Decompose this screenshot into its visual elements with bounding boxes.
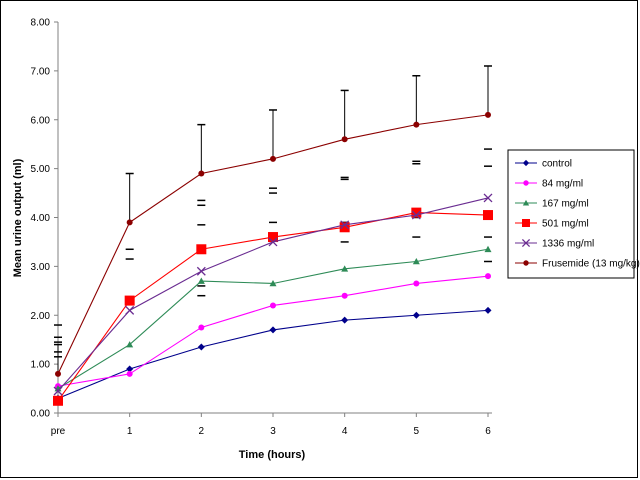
data-point (198, 324, 205, 331)
x-tick-label: 4 (342, 426, 348, 437)
legend-marker (523, 260, 529, 266)
data-point (341, 292, 348, 299)
legend-marker (521, 238, 531, 248)
x-tick-label: 2 (199, 426, 205, 437)
y-tick-label: 5.00 (31, 164, 51, 175)
legend-label: control (542, 159, 572, 170)
data-point (413, 121, 420, 128)
x-tick-label: pre (51, 426, 66, 437)
legend-box (507, 149, 635, 279)
error-bar-group (54, 65, 492, 374)
data-point (483, 193, 493, 203)
data-point (196, 266, 206, 276)
legend-label: 84 mg/ml (542, 179, 583, 190)
legend: control 84 mg/ml 167 mg/ml 501 mg/ml 1336 mg… (507, 149, 640, 279)
data-point (126, 341, 134, 348)
y-tick-label: 3.00 (31, 262, 51, 273)
series-84-mg-ml (55, 273, 491, 390)
data-point (268, 237, 278, 247)
x-tick-label: 3 (270, 426, 276, 437)
series-167-mg-ml (54, 245, 492, 392)
data-point (126, 365, 134, 373)
y-tick-label: 4.00 (31, 213, 51, 224)
data-point (126, 370, 133, 377)
legend-marker (523, 180, 529, 186)
series-frusemide-13-mg-kg- (55, 111, 491, 377)
y-tick-label: 0.00 (31, 409, 51, 420)
data-point-stroke (483, 193, 493, 203)
x-tick-group: pre 1 2 3 4 5 6 (51, 413, 491, 437)
data-point (125, 305, 135, 315)
data-point (270, 302, 276, 309)
x-axis-title: Time (hours) (239, 449, 306, 461)
data-point (197, 343, 205, 351)
series-501-mg-ml (53, 207, 493, 406)
data-point-stroke (268, 237, 278, 247)
legend-label: Frusemide (13 mg/kg) (542, 259, 640, 270)
data-point (196, 244, 207, 255)
y-tick-label: 2.00 (31, 311, 51, 322)
data-point (126, 219, 133, 226)
data-point (412, 257, 420, 265)
y-tick-label: 1.00 (31, 360, 51, 371)
x-tick-label: 1 (127, 426, 133, 437)
series-control (54, 306, 492, 402)
data-point-stroke (196, 266, 206, 276)
data-point-stroke (411, 210, 421, 220)
data-point (268, 232, 278, 243)
data-point (53, 395, 63, 406)
data-point (411, 210, 421, 220)
data-point (124, 295, 135, 306)
data-point (340, 220, 350, 230)
data-point (269, 279, 277, 287)
data-point (341, 136, 348, 143)
data-point (53, 386, 63, 396)
y-tick-label: 7.00 (31, 66, 51, 77)
data-point (197, 277, 205, 284)
series-1336-mg-ml (53, 193, 493, 396)
legend-marker (522, 199, 530, 206)
data-point (339, 222, 350, 233)
data-point (485, 273, 491, 280)
data-point-stroke (53, 386, 63, 396)
data-point (485, 111, 491, 118)
data-point (413, 280, 420, 287)
data-point (411, 207, 422, 218)
data-point (341, 316, 349, 324)
data-point (484, 306, 492, 314)
data-point-stroke (125, 305, 135, 315)
data-point (341, 265, 349, 272)
axes (57, 22, 492, 414)
x-tick-label: 5 (414, 426, 420, 437)
data-point (269, 326, 277, 334)
x-tick-label: 6 (485, 426, 491, 437)
legend-marker (522, 219, 530, 227)
y-axis-title: Mean urine output (ml) (12, 158, 24, 277)
legend-marker (522, 159, 530, 167)
legend-label: 1336 mg/ml (542, 239, 594, 250)
legend-label: 501 mg/ml (542, 219, 589, 230)
data-point (483, 210, 493, 221)
data-point-stroke (521, 238, 531, 248)
series-line (57, 197, 489, 392)
data-point (55, 370, 61, 377)
series-line (57, 309, 489, 399)
y-tick-label: 8.00 (31, 18, 51, 29)
data-point (270, 155, 276, 162)
legend-label: 167 mg/ml (542, 199, 589, 210)
data-point (412, 311, 420, 319)
data-point-stroke (340, 220, 350, 230)
series-group (53, 111, 493, 406)
data-point (198, 170, 205, 177)
y-tick-label: 6.00 (31, 115, 51, 126)
data-point (484, 245, 492, 253)
y-tick-group: 0.00 1.00 2.00 3.00 4.00 5.00 6.00 7.00 8.00 (31, 18, 58, 420)
